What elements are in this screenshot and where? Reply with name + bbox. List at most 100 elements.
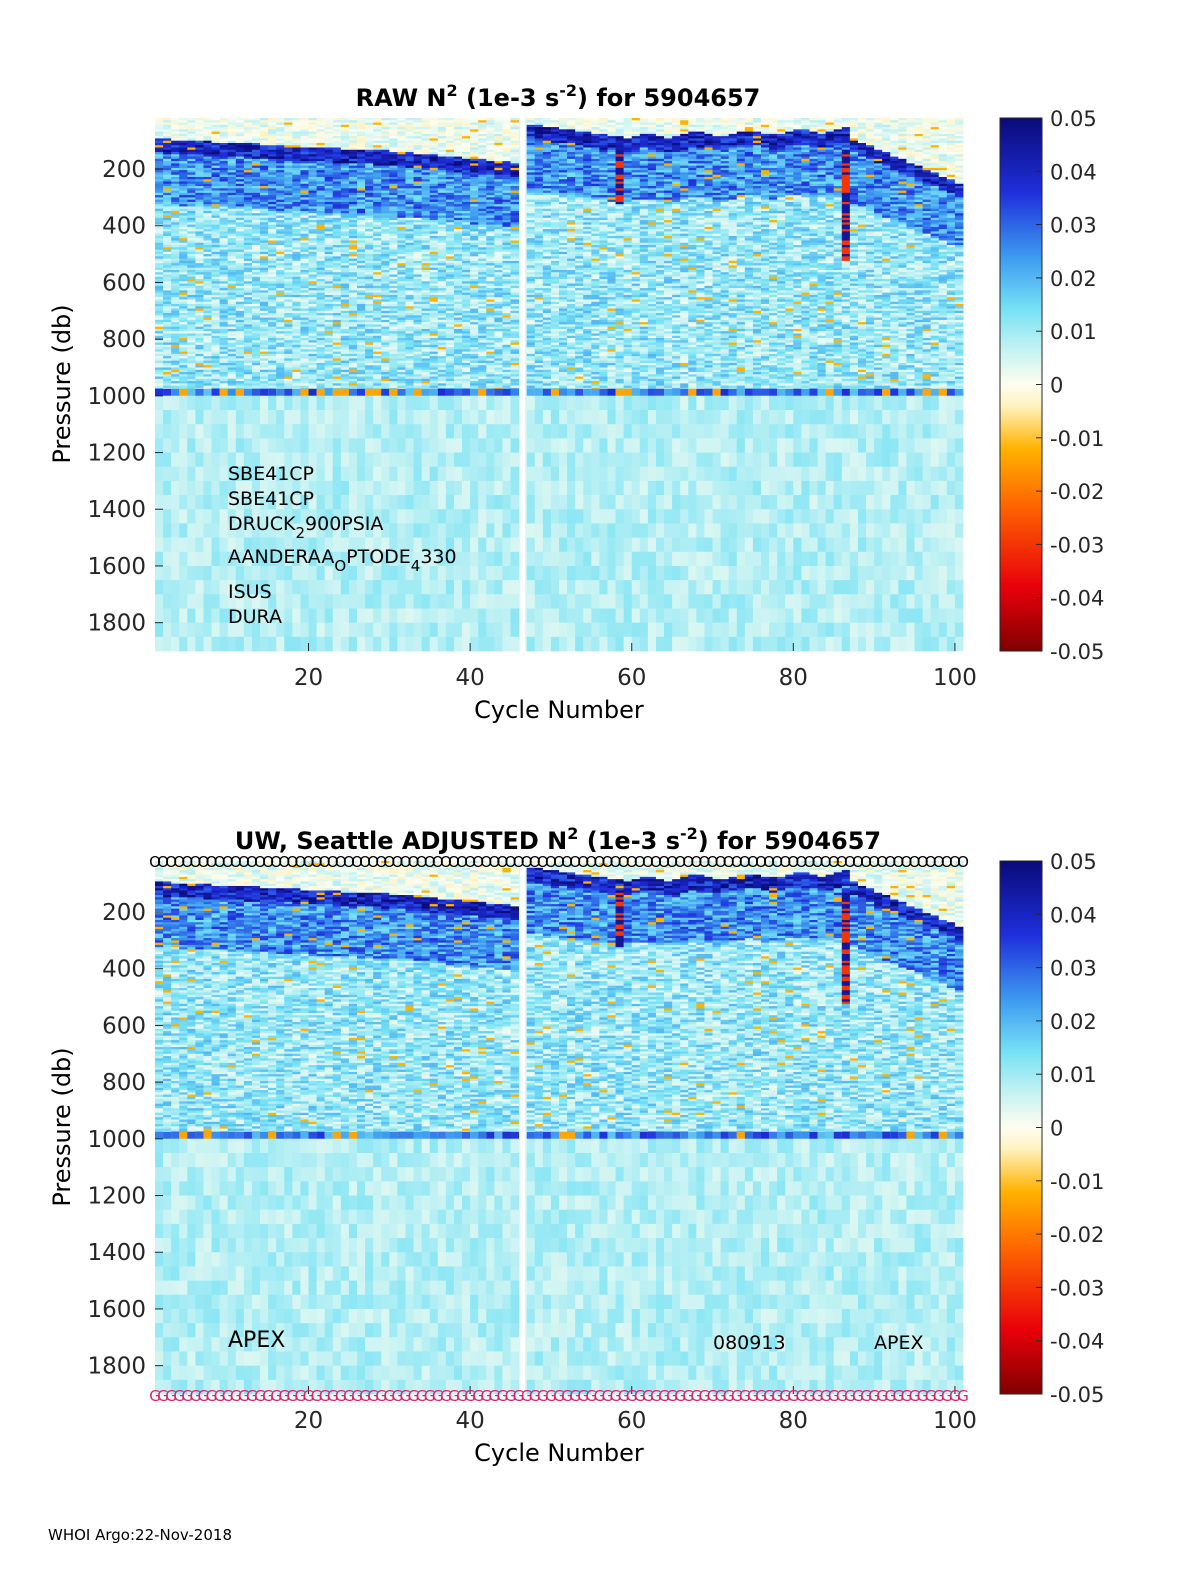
heatmap-cell — [171, 197, 179, 200]
heatmap-cell — [155, 608, 163, 623]
heatmap-cell — [373, 383, 381, 386]
heatmap-cell — [268, 365, 276, 368]
heatmap-cell — [349, 302, 357, 305]
heatmap-cell — [357, 145, 365, 148]
heatmap-cell — [252, 245, 260, 248]
heatmap-cell — [300, 225, 308, 228]
heatmap-cell — [276, 213, 284, 216]
heatmap-cell — [228, 191, 236, 194]
heatmap-cell — [349, 288, 357, 291]
heatmap-cell — [260, 252, 268, 255]
heatmap-cell — [203, 120, 211, 123]
heatmap-cell — [309, 211, 317, 214]
heatmap-cell — [373, 138, 381, 141]
heatmap-cell — [171, 225, 179, 228]
heatmap-cell — [187, 340, 195, 343]
heatmap-cell — [203, 356, 211, 359]
heatmap-cell — [244, 637, 252, 652]
heatmap-cell — [203, 324, 211, 327]
heatmap-cell — [381, 123, 389, 126]
heatmap-cell — [187, 363, 195, 366]
heatmap-cell — [300, 288, 308, 291]
heatmap-cell — [203, 188, 211, 191]
heatmap-cell — [244, 213, 252, 216]
heatmap-cell — [212, 290, 220, 293]
heatmap-cell — [284, 170, 292, 173]
heatmap-cell — [373, 179, 381, 182]
heatmap-cell — [212, 193, 220, 196]
heatmap-cell — [163, 343, 171, 346]
heatmap-cell — [381, 320, 389, 323]
heatmap-cell — [252, 191, 260, 194]
heatmap-cell — [163, 322, 171, 325]
heatmap-cell — [212, 159, 220, 162]
heatmap-cell — [195, 623, 203, 638]
heatmap-cell — [292, 272, 300, 275]
heatmap-cell — [284, 123, 292, 126]
heatmap-cell — [381, 363, 389, 366]
heatmap-cell — [389, 320, 397, 323]
heatmap-cell — [187, 386, 195, 389]
heatmap-cell — [187, 580, 195, 595]
heatmap-cell — [333, 361, 341, 364]
heatmap-cell — [309, 216, 317, 219]
heatmap-cell — [381, 336, 389, 339]
heatmap-cell — [357, 438, 365, 453]
heatmap-cell — [228, 143, 236, 146]
heatmap-cell — [187, 377, 195, 380]
heatmap-cell — [268, 195, 276, 198]
heatmap-cell — [155, 290, 163, 293]
heatmap-cell — [252, 302, 260, 305]
heatmap-cell — [187, 197, 195, 200]
heatmap-cell — [284, 152, 292, 155]
heatmap-cell — [195, 170, 203, 173]
heatmap-cell — [212, 363, 220, 366]
heatmap-cell — [389, 288, 397, 291]
heatmap-cell — [212, 295, 220, 298]
heatmap-cell — [325, 127, 333, 130]
heatmap-cell — [203, 259, 211, 262]
heatmap-cell — [300, 580, 308, 595]
heatmap-cell — [389, 141, 397, 144]
heatmap-cell — [187, 202, 195, 205]
heatmap-cell — [309, 274, 317, 277]
heatmap-cell — [171, 143, 179, 146]
heatmap-cell — [325, 389, 333, 396]
heatmap-cell — [236, 566, 244, 581]
heatmap-cell — [155, 566, 163, 581]
heatmap-cell — [276, 188, 284, 191]
heatmap-cell — [260, 234, 268, 237]
heatmap-cell — [260, 163, 268, 166]
heatmap-cell — [276, 637, 284, 652]
heatmap-cell — [228, 193, 236, 196]
heatmap-cell — [252, 120, 260, 123]
heatmap-cell — [212, 410, 220, 425]
heatmap-cell — [389, 259, 397, 262]
heatmap-cell — [317, 225, 325, 228]
heatmap-cell — [300, 245, 308, 248]
heatmap-cell — [260, 265, 268, 268]
heatmap-cell — [333, 134, 341, 137]
heatmap-cell — [163, 315, 171, 318]
heatmap-cell — [228, 195, 236, 198]
heatmap-cell — [155, 523, 163, 538]
heatmap-cell — [163, 336, 171, 339]
heatmap-cell — [333, 136, 341, 139]
heatmap-cell — [236, 166, 244, 169]
heatmap-cell — [349, 367, 357, 370]
heatmap-cell — [228, 313, 236, 316]
heatmap-cell — [187, 200, 195, 203]
heatmap-cell — [365, 594, 373, 609]
heatmap-cell — [268, 177, 276, 180]
heatmap-cell — [389, 147, 397, 150]
heatmap-cell — [236, 386, 244, 389]
heatmap-cell — [325, 272, 333, 275]
heatmap-cell — [365, 143, 373, 146]
heatmap-cell — [212, 123, 220, 126]
heatmap-cell — [357, 159, 365, 162]
heatmap-cell — [212, 188, 220, 191]
heatmap-cell — [163, 134, 171, 137]
heatmap-cell — [220, 141, 228, 144]
heatmap-cell — [268, 374, 276, 377]
heatmap-cell — [373, 202, 381, 205]
